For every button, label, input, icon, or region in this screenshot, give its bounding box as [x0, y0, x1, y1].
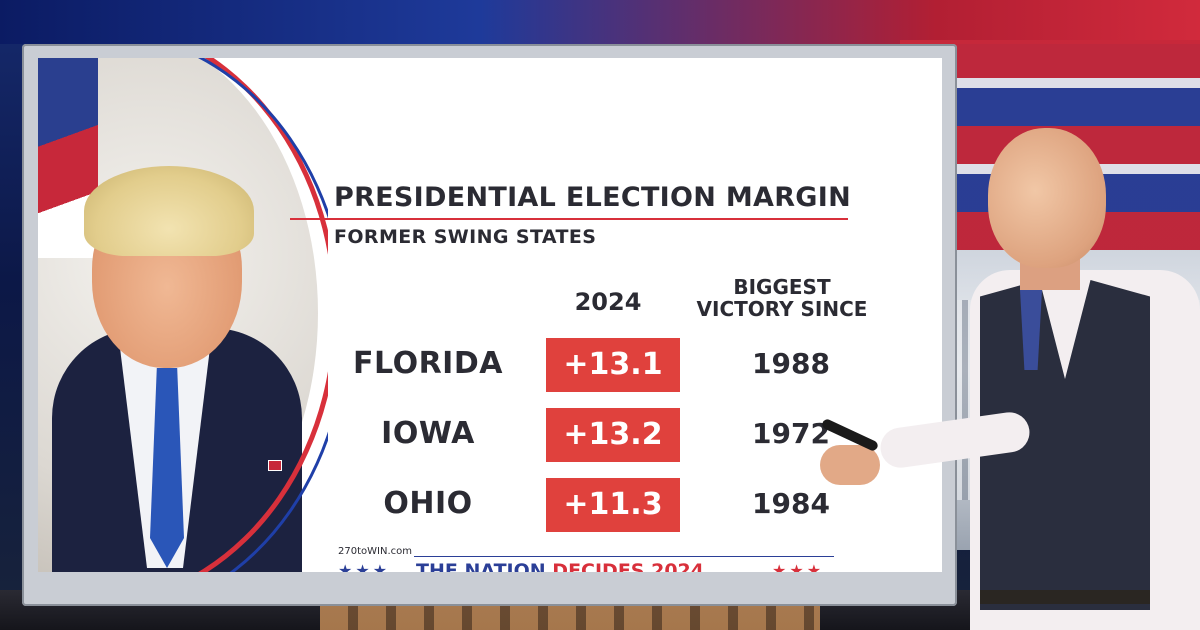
stars-icon: ★★★: [338, 561, 391, 572]
table-row: FLORIDA +13.1 1988: [338, 334, 898, 394]
title-divider: [290, 218, 848, 220]
footer-title: THE NATION DECIDES 2024: [416, 560, 704, 572]
graphic-title: PRESIDENTIAL ELECTION MARGIN: [334, 182, 852, 213]
presenter: [820, 120, 1200, 630]
column-header-year: 2024: [574, 288, 642, 316]
source-credit: 270toWIN.com: [338, 546, 412, 557]
table-row: OHIO +11.3 1984: [338, 474, 898, 534]
photo-ring-blue: [38, 58, 328, 572]
presenter-hand: [820, 445, 880, 485]
state-name: IOWA: [381, 416, 475, 451]
stars-icon: ★★★: [772, 561, 825, 572]
footer-banner: ★★★ THE NATION DECIDES 2024 ★★★: [338, 558, 858, 572]
graphic-subtitle: FORMER SWING STATES: [334, 226, 597, 248]
footer-title-part2: DECIDES 2024: [552, 560, 704, 572]
graphic-screen: PRESIDENTIAL ELECTION MARGIN FORMER SWIN…: [38, 58, 942, 572]
margin-badge: +11.3: [546, 478, 680, 532]
presenter-head: [988, 128, 1106, 268]
victory-since-year: 1988: [752, 347, 830, 380]
victory-since-year: 1972: [752, 417, 830, 450]
state-name: FLORIDA: [353, 346, 503, 381]
footer-title-part1: THE NATION: [416, 560, 553, 572]
flag-banner: [0, 0, 1200, 44]
margin-badge: +13.1: [546, 338, 680, 392]
margin-badge: +13.2: [546, 408, 680, 462]
display-monitor: PRESIDENTIAL ELECTION MARGIN FORMER SWIN…: [22, 44, 957, 606]
presenter-belt: [980, 590, 1150, 604]
victory-since-year: 1984: [752, 487, 830, 520]
candidate-photo: [38, 58, 328, 572]
presenter-tie: [1020, 290, 1042, 370]
state-name: OHIO: [383, 486, 473, 521]
footer-divider-top: [414, 556, 834, 557]
table-row: IOWA +13.2 1972: [338, 404, 898, 464]
column-header-since: BIGGEST VICTORY SINCE: [696, 275, 868, 321]
